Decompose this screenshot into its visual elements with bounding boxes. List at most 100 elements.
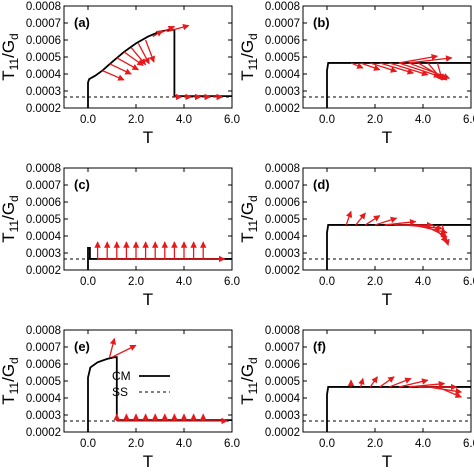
y-tick-label: 0.0003 [26,248,61,260]
x-tick-label: 4.0 [176,276,192,288]
panel-label: (a) [74,15,90,30]
x-axis-label: T [382,290,392,309]
x-tick-label: 0.0 [319,276,335,288]
x-tick-label: 0.0 [319,114,335,126]
direction-arrow [398,53,439,64]
x-tick-label: 2.0 [367,438,383,450]
y-tick-label: 0.0004 [265,69,301,81]
x-axis-label: T [382,452,392,471]
direction-arrow [379,62,415,75]
direction-arrow [398,378,429,388]
direction-arrow [144,39,155,63]
direction-arrow [437,386,462,398]
direction-arrow [116,57,139,71]
direction-arrow [365,215,381,226]
y-tick-label: 0.0004 [26,231,62,243]
y-tick-label: 0.0003 [26,86,61,98]
cm-curve [326,62,471,108]
y-tick-label: 0.0006 [26,359,61,371]
y-tick-label: 0.0003 [265,248,300,260]
y-tick-label: 0.0007 [265,18,300,30]
x-tick-label: 0.0 [80,114,96,126]
x-tick-label: 2.0 [367,114,383,126]
y-tick-label: 0.0006 [265,359,300,371]
y-tick-label: 0.0007 [26,18,61,30]
direction-arrow [374,216,398,226]
y-tick-label: 0.0008 [265,325,300,337]
panel-label: (d) [313,177,330,192]
y-axis-label: T11/Gd [238,195,260,243]
y-tick-label: 0.0006 [26,197,61,209]
y-tick-label: 0.0002 [265,265,300,277]
y-axis-label: T11/Gd [238,357,260,405]
x-tick-label: 0.0 [319,438,335,450]
x-tick-label: 0.0 [80,438,96,450]
x-tick-label: 6.0 [463,276,474,288]
direction-arrow [159,25,175,34]
panel-f: 0.00020.00030.00040.00050.00060.00070.00… [238,325,474,471]
y-axis-label: T11/Gd [238,33,260,81]
y-tick-label: 0.0002 [265,103,300,115]
x-tick-label: 4.0 [176,114,192,126]
direction-arrow [422,224,448,238]
x-tick-label: 2.0 [367,276,383,288]
direction-arrow [384,218,417,226]
x-tick-label: 6.0 [463,114,474,126]
y-axis-label: T11/Gd [0,33,21,81]
panel-label: (b) [313,15,330,30]
y-tick-label: 0.0003 [26,410,61,422]
y-tick-label: 0.0007 [26,180,61,192]
y-tick-label: 0.0002 [265,427,300,439]
y-tick-label: 0.0004 [26,69,62,81]
x-axis-label: T [143,452,153,471]
direction-arrow [109,63,132,75]
y-tick-label: 0.0004 [26,393,62,405]
direction-arrow [358,377,365,388]
y-tick-label: 0.0008 [265,163,300,175]
direction-arrow [369,376,378,388]
direction-arrow [130,47,147,66]
x-tick-label: 4.0 [415,114,431,126]
x-tick-label: 2.0 [128,114,144,126]
y-tick-label: 0.0004 [265,231,301,243]
panel-label: (c) [74,177,90,192]
panel-d: 0.00020.00030.00040.00050.00060.00070.00… [238,163,474,309]
panel-e: 0.00020.00030.00040.00050.00060.00070.00… [0,325,240,471]
plot-area [64,23,232,108]
x-tick-label: 2.0 [128,276,144,288]
plot-area [64,337,232,432]
panel-b: 0.00020.00030.00040.00050.00060.00070.00… [238,1,474,147]
y-tick-label: 0.0005 [26,214,61,226]
x-tick-label: 4.0 [415,438,431,450]
direction-arrow [111,344,137,358]
direction-arrow [167,23,190,33]
y-tick-label: 0.0005 [265,214,300,226]
direction-arrow [345,210,353,226]
direction-arrow [370,62,398,73]
panel-label: (e) [74,339,90,354]
y-tick-label: 0.0007 [265,342,300,354]
x-tick-label: 4.0 [176,438,192,450]
y-tick-label: 0.0008 [26,325,61,337]
direction-arrow [408,55,453,64]
direction-arrow [102,70,125,81]
x-tick-label: 6.0 [224,276,240,288]
y-tick-label: 0.0005 [265,52,300,64]
plot-area [303,376,471,432]
y-tick-label: 0.0002 [26,103,61,115]
legend-cm-label: CM [112,369,131,383]
direction-arrow [137,43,150,65]
y-tick-label: 0.0008 [265,1,300,13]
direction-arrow [441,224,450,246]
plot-area [303,53,471,108]
direction-arrow [108,337,117,358]
direction-arrow [350,62,364,69]
panel-label: (f) [313,339,326,354]
cm-curve [87,28,232,108]
y-tick-label: 0.0008 [26,1,61,13]
y-tick-label: 0.0004 [265,393,301,405]
direction-arrow [436,62,444,81]
y-axis-label: T11/Gd [0,195,21,243]
direction-arrow [152,30,163,38]
